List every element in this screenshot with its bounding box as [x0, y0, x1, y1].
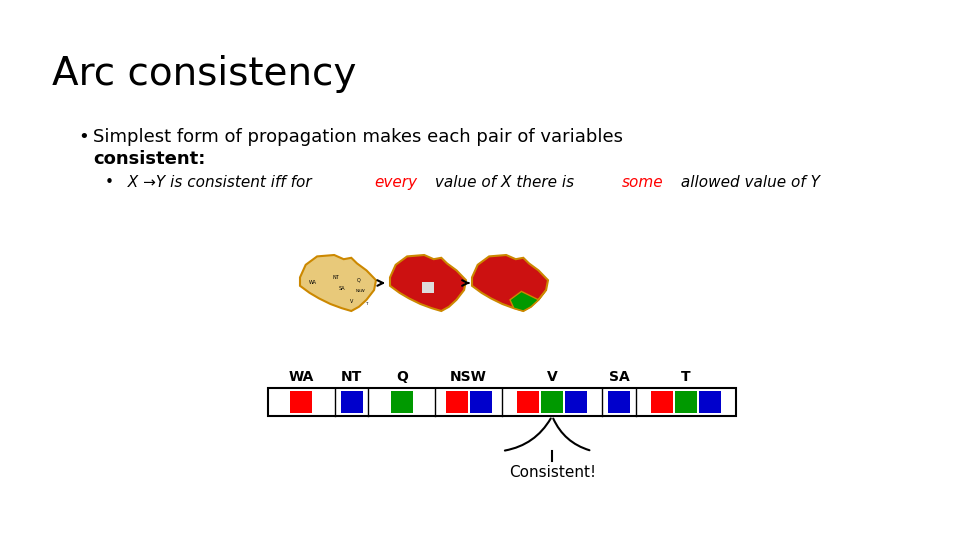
- Text: NSW: NSW: [356, 289, 366, 293]
- Bar: [391, 391, 413, 413]
- Bar: [651, 391, 673, 413]
- Bar: [699, 391, 721, 413]
- Text: Q: Q: [396, 370, 408, 384]
- Bar: [445, 391, 468, 413]
- Text: Simplest form of propagation makes each pair of variables: Simplest form of propagation makes each …: [93, 128, 623, 146]
- Text: consistent:: consistent:: [93, 150, 205, 168]
- Polygon shape: [472, 255, 548, 311]
- Polygon shape: [300, 255, 376, 311]
- Text: NT: NT: [333, 275, 340, 280]
- Polygon shape: [510, 290, 546, 311]
- Text: some: some: [622, 175, 663, 190]
- Text: V: V: [349, 299, 353, 303]
- Bar: [541, 391, 564, 413]
- Text: X →Y is consistent iff for: X →Y is consistent iff for: [118, 175, 317, 190]
- Text: Arc consistency: Arc consistency: [52, 55, 356, 93]
- Text: •: •: [105, 175, 114, 190]
- Bar: [341, 391, 363, 413]
- Text: Consistent!: Consistent!: [509, 465, 595, 480]
- Bar: [291, 391, 312, 413]
- Text: NSW: NSW: [450, 370, 487, 384]
- Text: V: V: [547, 370, 558, 384]
- Bar: [469, 391, 492, 413]
- Bar: [608, 391, 630, 413]
- Text: SA: SA: [609, 370, 630, 384]
- Bar: [268, 388, 736, 416]
- Polygon shape: [390, 255, 466, 311]
- Text: T: T: [681, 370, 690, 384]
- Polygon shape: [422, 281, 434, 293]
- Bar: [565, 391, 588, 413]
- Bar: [675, 391, 697, 413]
- Text: SA: SA: [339, 286, 345, 291]
- Text: every: every: [374, 175, 418, 190]
- Text: allowed value of Y: allowed value of Y: [676, 175, 820, 190]
- Text: WA: WA: [309, 280, 318, 286]
- Text: •: •: [78, 128, 88, 146]
- Text: NT: NT: [341, 370, 362, 384]
- Text: WA: WA: [289, 370, 314, 384]
- Text: T: T: [365, 302, 368, 306]
- Text: Q: Q: [357, 278, 361, 283]
- Text: value of X there is: value of X there is: [430, 175, 579, 190]
- Bar: [517, 391, 540, 413]
